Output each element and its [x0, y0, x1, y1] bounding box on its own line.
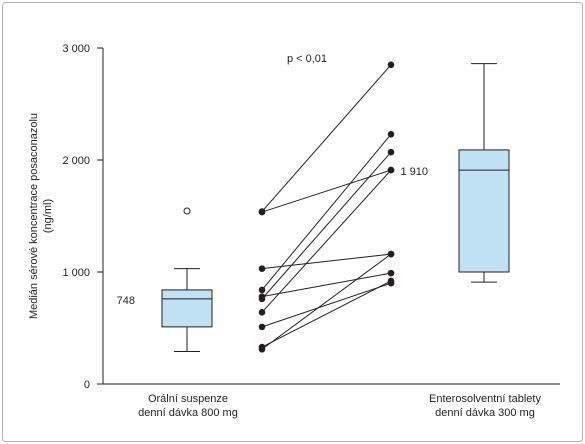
pair-point-after	[387, 269, 395, 277]
group-1-label-line1: Orální suspenze	[148, 393, 228, 405]
pair-point-before	[258, 208, 266, 215]
pair-point-before	[258, 265, 266, 272]
y-ticks: 0 1 000 2 000 3 000	[62, 43, 103, 391]
pair-line	[261, 64, 392, 212]
box-plots: 748 1 910	[117, 63, 510, 353]
y-tick-label: 3 000	[62, 43, 90, 55]
pair-point-after	[387, 166, 395, 174]
pair-line	[261, 169, 392, 313]
group-2-label-line2: denní dávka 300 mg	[435, 407, 535, 419]
box-iqr	[458, 149, 510, 273]
group-1-label-line2: denní dávka 800 mg	[138, 407, 238, 419]
y-tick-label: 2 000	[62, 155, 90, 167]
box-median-label: 748	[117, 295, 135, 307]
pair-point-after	[387, 279, 395, 287]
group-2-label-line1: Enterosolventní tablety	[429, 393, 541, 405]
pair-point-before	[258, 309, 266, 316]
pair-line	[261, 253, 392, 270]
y-tick-label: 0	[84, 379, 90, 391]
pair-line	[261, 272, 392, 298]
y-axis-label: Medián sérové koncentrace posaconazolu	[28, 113, 40, 319]
pair-point-after	[387, 148, 395, 156]
pair-point-after	[387, 130, 395, 138]
pair-line	[261, 133, 392, 291]
y-tick-label: 1 000	[62, 267, 90, 279]
pair-point-before	[258, 293, 266, 300]
pair-point-before	[258, 323, 266, 331]
pair-point-after	[387, 250, 395, 258]
pair-line	[261, 280, 392, 348]
pair-line	[261, 282, 392, 328]
box-iqr	[161, 289, 213, 328]
pair-point-before	[258, 286, 266, 294]
p-value-annotation: p < 0,01	[287, 53, 327, 65]
box-outlier	[183, 207, 191, 215]
paired-measurements	[258, 61, 395, 353]
box-median-label: 1 910	[400, 166, 428, 178]
pair-line	[261, 169, 392, 213]
y-axis-unit: (ng/ml)	[42, 199, 54, 233]
pair-line	[261, 253, 392, 350]
pair-point-after	[387, 61, 395, 69]
pair-point-before	[258, 343, 266, 351]
